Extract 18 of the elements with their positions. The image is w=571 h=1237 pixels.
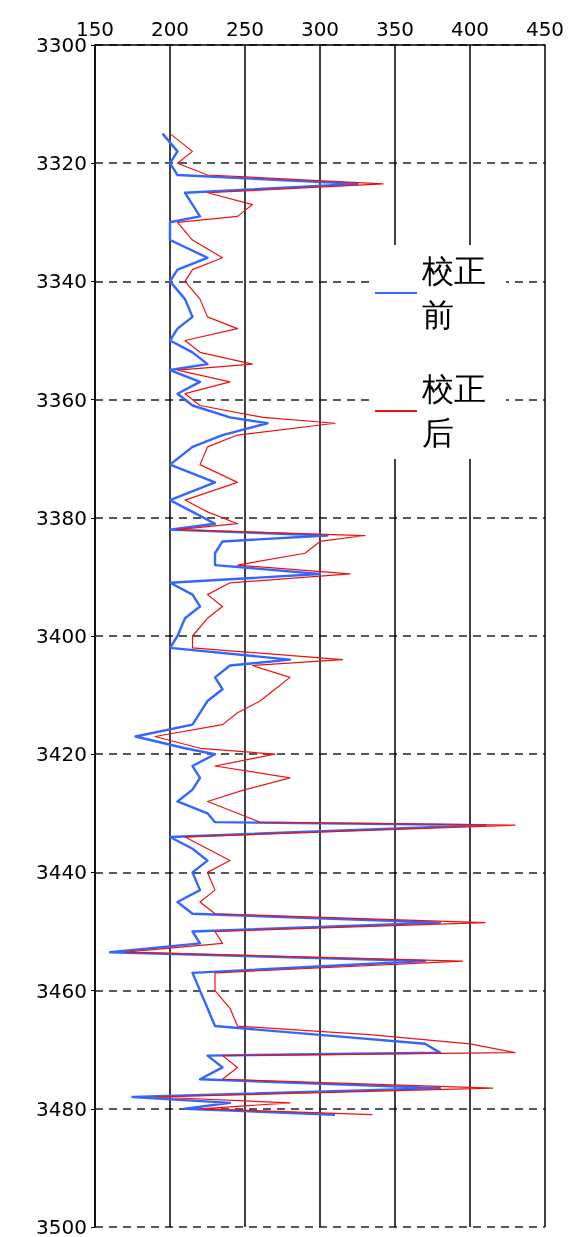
- y-tick-label: 3460: [36, 978, 87, 1003]
- y-tick-label: 3400: [36, 624, 87, 648]
- x-tick-label: 350: [375, 17, 415, 41]
- y-tick-label: 3480: [36, 1096, 87, 1121]
- x-tick-label: 250: [225, 17, 265, 41]
- legend-label: 校正后: [421, 370, 486, 452]
- x-tick-label: 200: [150, 17, 190, 41]
- legend-label: 校正前: [421, 252, 486, 334]
- y-tick-label: 3420: [36, 742, 87, 767]
- x-tick-label: 300: [300, 17, 340, 41]
- y-tick-label: 3360: [36, 387, 87, 412]
- y-tick-label: 3340: [36, 269, 87, 294]
- x-tick-label: 450: [525, 17, 565, 41]
- y-tick-label: 3440: [36, 860, 87, 885]
- y-tick-label: 3380: [36, 505, 87, 530]
- y-tick-label: 3500: [36, 1215, 87, 1237]
- x-tick-label: 400: [450, 17, 490, 41]
- y-tick-label: 3320: [36, 151, 87, 176]
